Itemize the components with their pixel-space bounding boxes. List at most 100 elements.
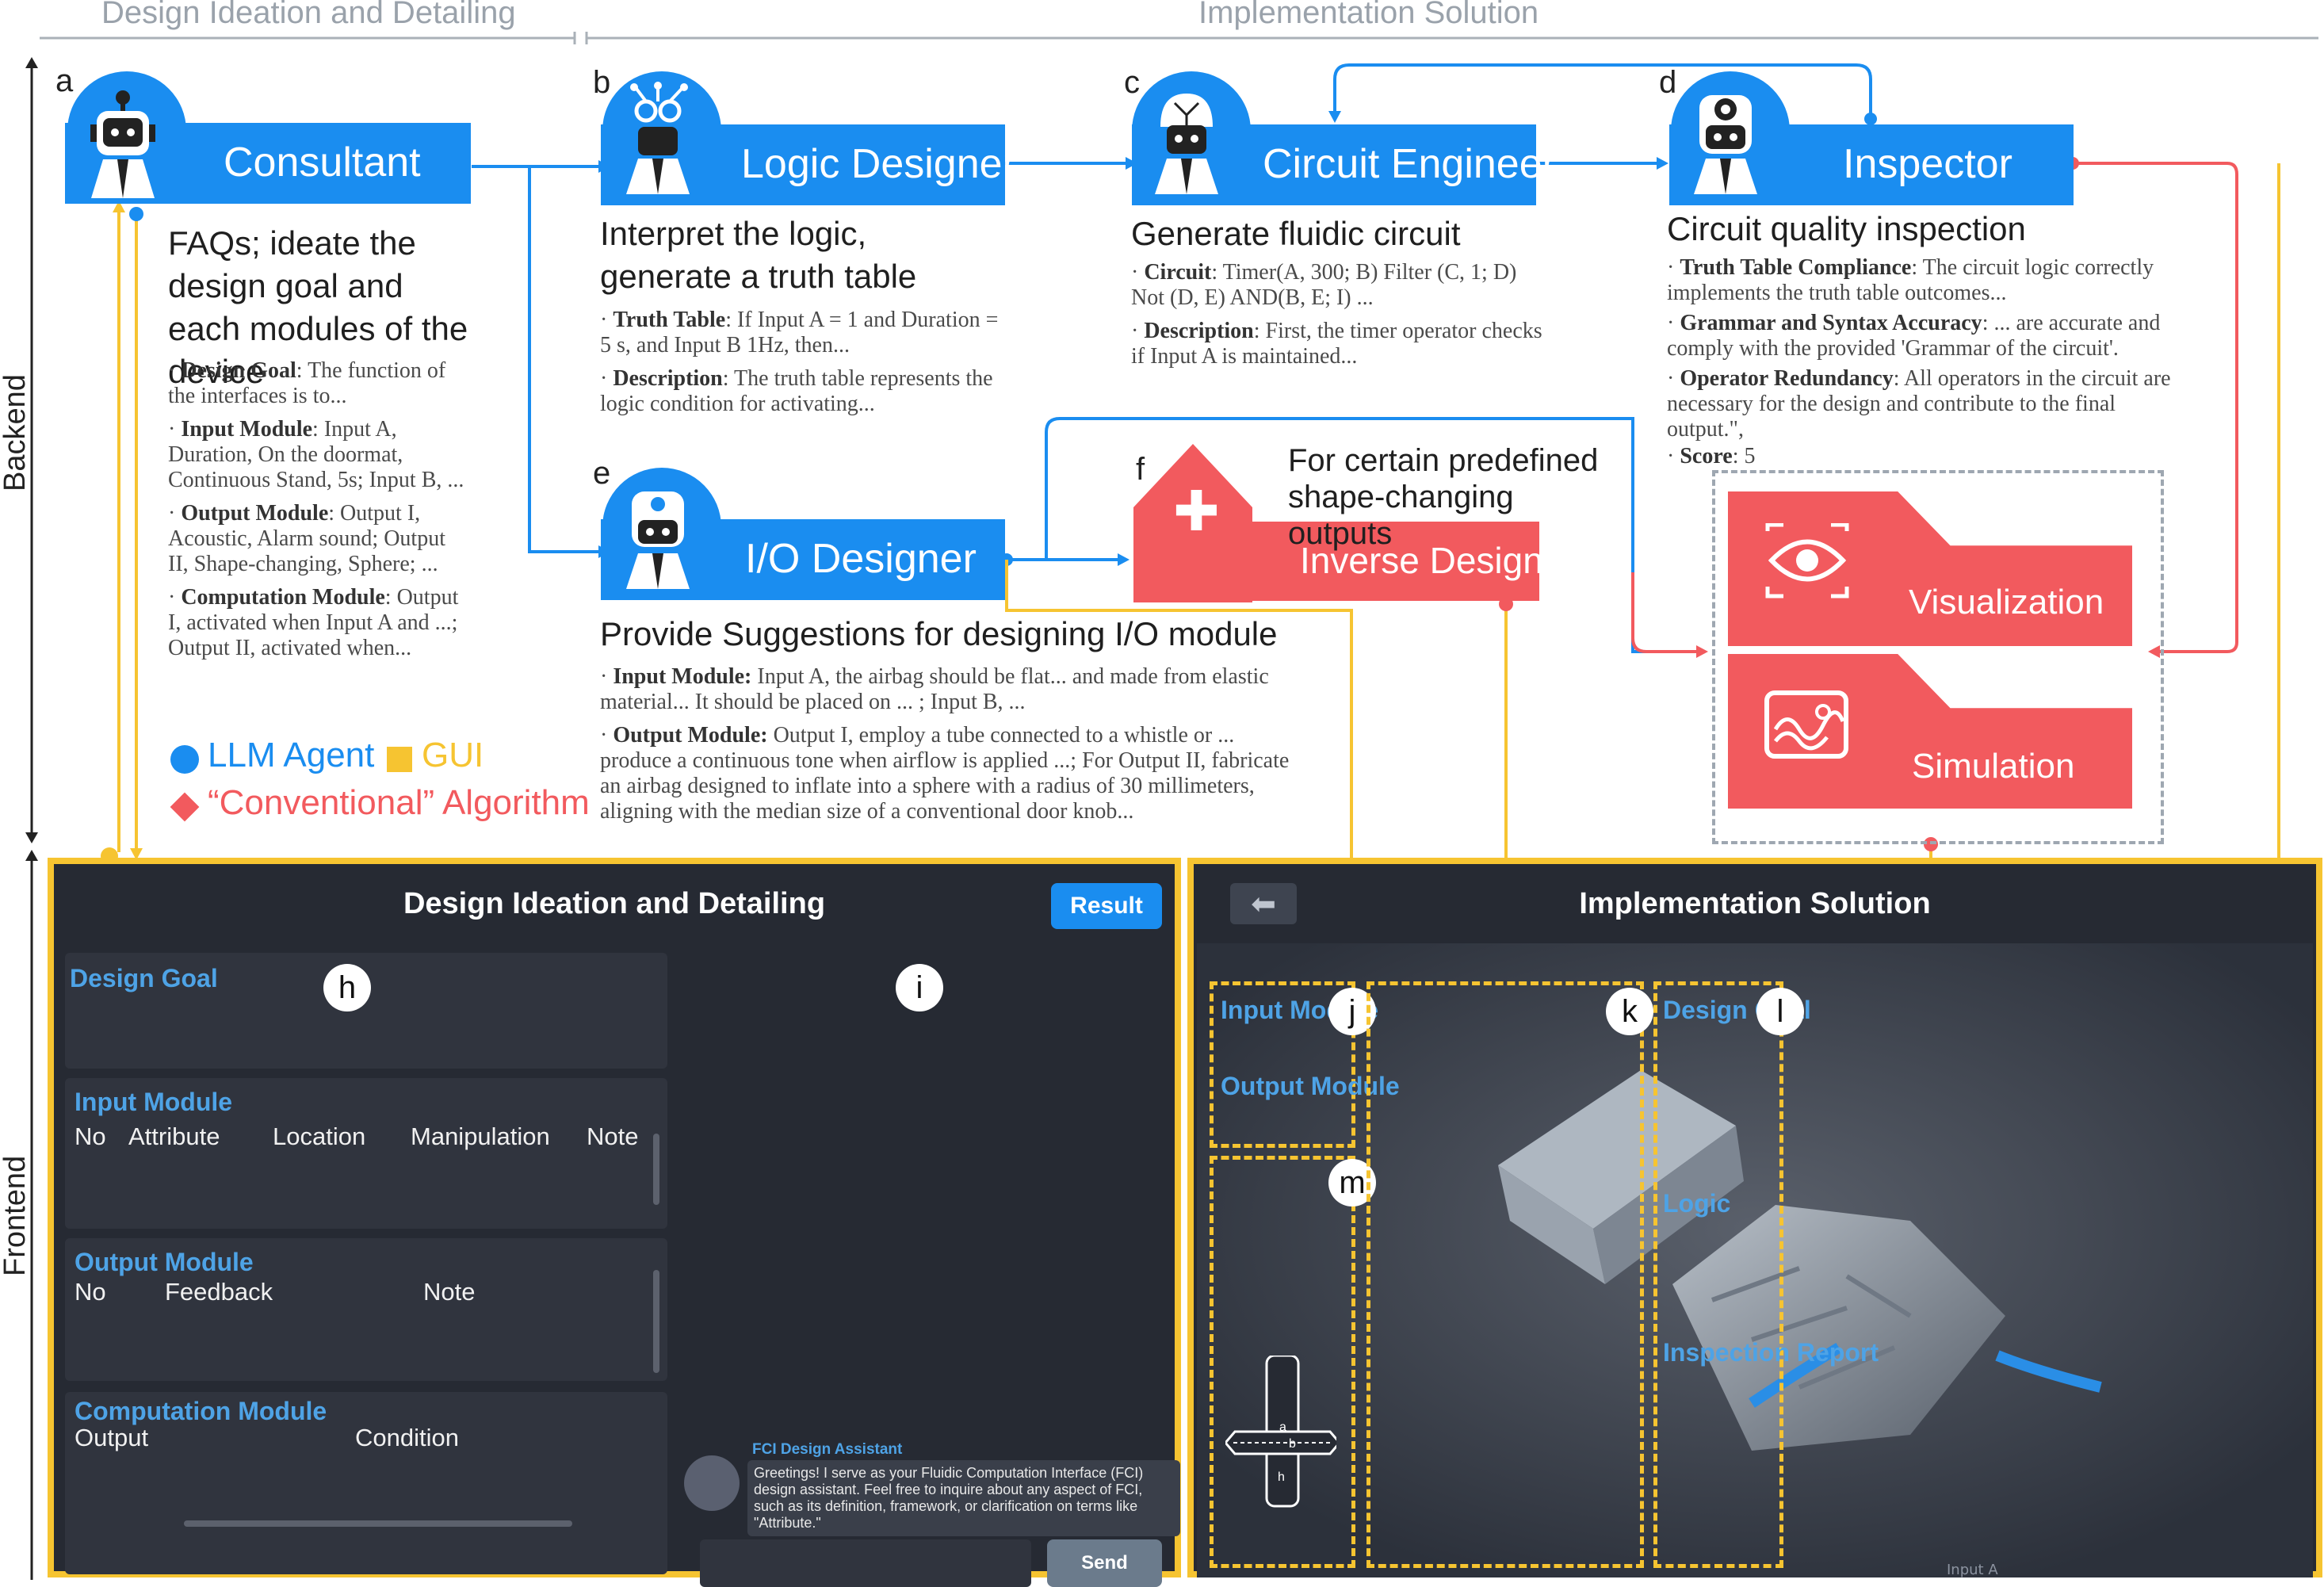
result-button[interactable]: Result (1051, 883, 1162, 929)
output-module-card[interactable]: Output Module No Feedback Note (65, 1238, 667, 1381)
inspection-report-heading: Inspection Report (1663, 1338, 1879, 1367)
item-text: Output I, employ a tube connected to a w… (600, 723, 1290, 824)
back-arrow-icon[interactable]: ⬅ (1230, 883, 1297, 924)
inspector-headline: Circuit quality inspection (1667, 210, 2026, 247)
circuit-engineer-name: Circuit Engineer (1263, 141, 1556, 187)
col-feedback: Feedback (165, 1278, 273, 1306)
label-e: e (593, 456, 611, 491)
item-text: : Output I, Acoustic, Alarm sound; Outpu… (168, 501, 445, 576)
col-location: Location (273, 1122, 366, 1150)
model-viewer[interactable] (1197, 943, 2313, 1577)
logic-robot-icon (626, 82, 690, 194)
item-text: : Input A, Duration, On the doormat, Con… (168, 417, 464, 492)
legend-gui-square (387, 747, 412, 772)
eye-icon (1765, 523, 1849, 598)
output-module-heading: Output Module (75, 1248, 254, 1276)
simulation-icon (1764, 690, 1848, 759)
label-b-dim: b (1289, 1437, 1296, 1451)
label-h-dim: h (1278, 1470, 1285, 1484)
inverse-note: For certain predefined shape-changing ou… (1288, 443, 1599, 551)
design-goal-card[interactable]: Design Goal (65, 953, 667, 1069)
consultant-name: Consultant (224, 140, 421, 185)
section-title-design: Design Ideation and Detailing (101, 0, 516, 30)
computation-module-heading: Computation Module (75, 1397, 327, 1425)
panel-title: Design Ideation and Detailing (403, 887, 826, 920)
inspector-details: · Truth Table Compliance: The circuit lo… (1667, 255, 2171, 468)
design-ideation-panel: Design Ideation and Detailing Result Des… (48, 858, 1181, 1587)
logic-headline: Interpret the logic, generate a truth ta… (600, 215, 917, 295)
col-no: No (75, 1278, 106, 1306)
inspector-name: Inspector (1843, 141, 2012, 187)
col-output: Output (75, 1424, 149, 1451)
io-designer-name: I/O Designer (745, 536, 977, 582)
scrollbar[interactable] (653, 1270, 659, 1373)
horizontal-scrollbar[interactable] (184, 1520, 572, 1527)
report-region (1653, 981, 1783, 1568)
item-text: : ... are accurate and comply with the p… (1667, 311, 2161, 361)
item-text: : The function of the interfaces is to..… (168, 358, 446, 408)
label-k: k (1606, 988, 1653, 1035)
legend-gui-label: GUI (422, 736, 484, 774)
backend-label: Backend (0, 374, 32, 491)
send-button[interactable]: Send (1047, 1539, 1162, 1587)
col-manipulation: Manipulation (411, 1122, 550, 1150)
item-key: Design Goal (181, 358, 296, 383)
item-text: : If Input A = 1 and Duration = 5 s, and… (600, 308, 999, 358)
item-text: : All operators in the circuit are neces… (1667, 366, 2171, 442)
inspector-robot-icon (1694, 95, 1757, 194)
label-f: f (1136, 452, 1145, 487)
io-robot-icon (626, 491, 690, 589)
panel-title: Implementation Solution (1579, 887, 1931, 920)
item-text: : The truth table represents the logic c… (600, 366, 993, 416)
item-text: Input A, the airbag should be flat... an… (600, 664, 1269, 714)
label-a: a (55, 63, 74, 98)
puzzle-icon: ✚ (1173, 479, 1220, 544)
scrollbar[interactable] (653, 1134, 659, 1205)
item-key: Operator Redundancy (1680, 366, 1894, 391)
label-l: l (1756, 988, 1804, 1035)
input-module-heading: Input Module (75, 1088, 233, 1116)
item-text: : The circuit logic correctly implements… (1667, 255, 2154, 305)
io-headline: Provide Suggestions for designing I/O mo… (600, 615, 1278, 652)
bottom-input-label: Input A (1947, 1562, 1998, 1578)
simulation-name: Simulation (1912, 747, 2075, 786)
input-module-card[interactable]: Input Module No Attribute Location Manip… (65, 1078, 667, 1229)
label-d: d (1659, 65, 1677, 100)
col-note: Note (587, 1122, 639, 1150)
model-viewer-region (1366, 981, 1644, 1568)
robot-icon (90, 90, 155, 198)
algorithm-group (1712, 470, 2164, 844)
label-c: c (1124, 65, 1140, 100)
circuit-details: · Circuit: Timer(A, 300; B) Filter (C, 1… (1131, 260, 1542, 369)
cross-shape-diagram: a b h (1225, 1356, 1336, 1508)
item-key: Input Module: (613, 664, 752, 689)
item-text: : Output I, activated when Input A and .… (168, 585, 459, 660)
item-key: Description (613, 366, 723, 391)
item-key: Truth Table Compliance (1680, 255, 1912, 280)
item-text: : 5 (1732, 444, 1756, 468)
fluidic-device-render (1197, 943, 2313, 1577)
logic-designer-name: Logic Designer (741, 141, 1016, 187)
inverse-design-box (1133, 522, 1539, 601)
item-key: Grammar and Syntax Accuracy (1680, 311, 1982, 335)
frontend-label: Frontend (0, 1155, 32, 1276)
computation-module-card[interactable]: Computation Module Output Condition (65, 1392, 667, 1574)
item-key: Output Module (181, 501, 329, 526)
assistant-name: FCI Design Assistant (752, 1441, 903, 1458)
item-key: Description (1144, 319, 1254, 343)
legend-llm-label: LLM Agent (208, 736, 375, 774)
item-key: Score (1680, 444, 1733, 468)
logic-details: · Truth Table: If Input A = 1 and Durati… (600, 308, 999, 416)
chat-input[interactable] (700, 1539, 1031, 1587)
inverse-design-name: Inverse Design (1300, 540, 1543, 581)
item-key: Circuit (1144, 260, 1212, 285)
legend-llm-dot (170, 745, 199, 774)
item-text: : First, the timer operator checks if In… (1131, 319, 1542, 369)
label-b: b (593, 65, 611, 100)
visualization-name: Visualization (1909, 583, 2104, 621)
legend-algo-label: “Conventional” Algorithm (208, 783, 590, 822)
label-a-dim: a (1279, 1421, 1286, 1434)
label-i: i (896, 964, 943, 1011)
circuit-robot-icon (1155, 94, 1218, 194)
consultant-details: · Design Goal: The function of the inter… (168, 358, 464, 660)
